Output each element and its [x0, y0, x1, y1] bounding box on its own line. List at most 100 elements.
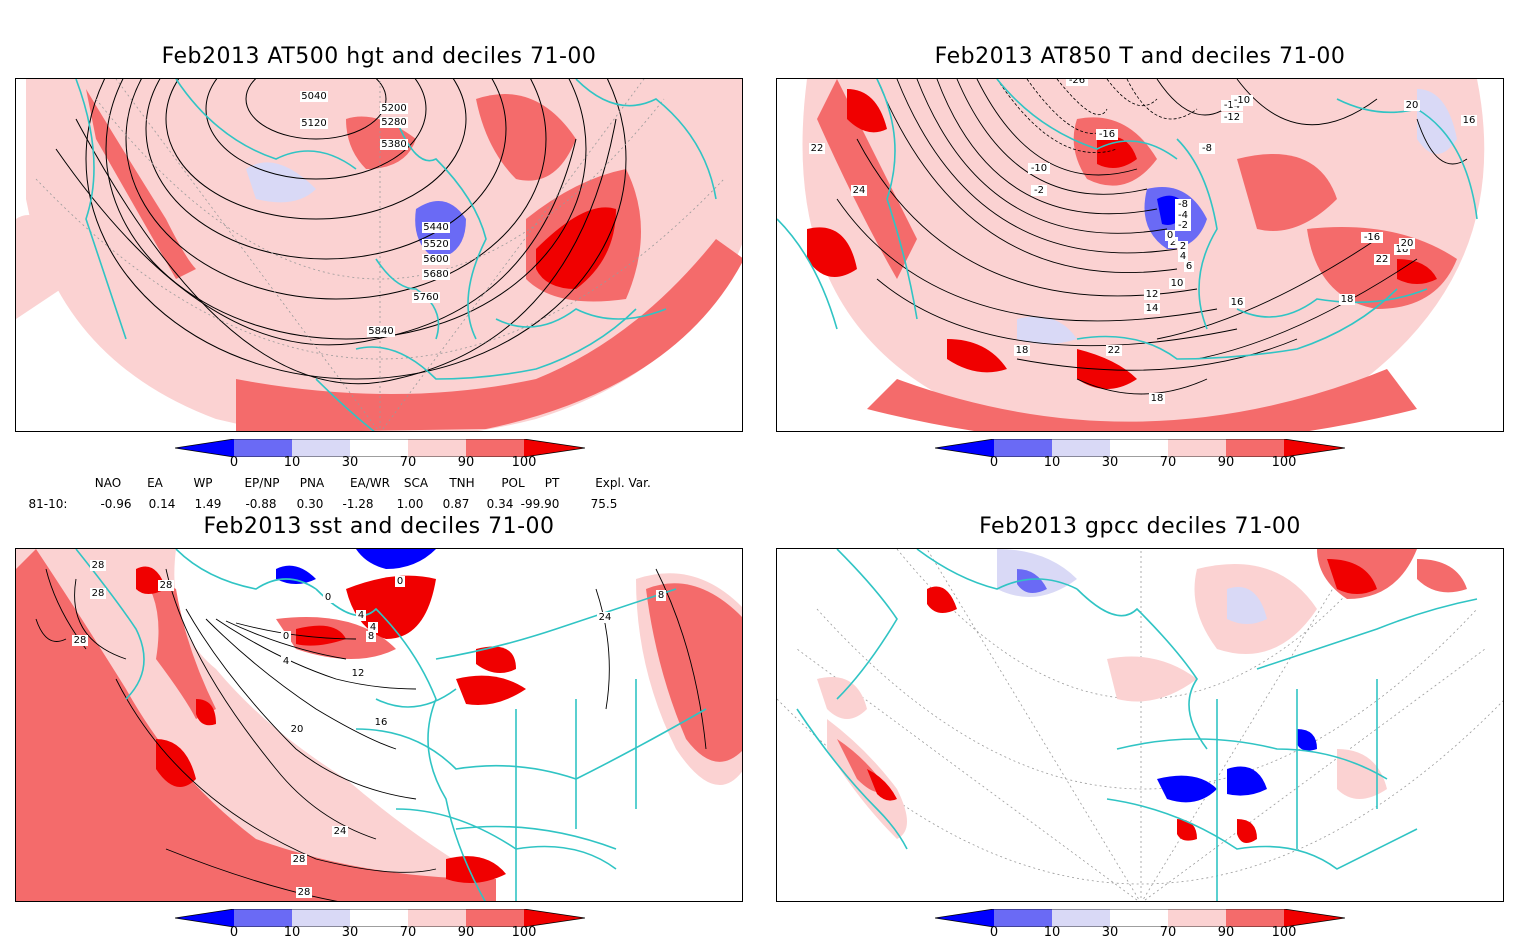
- contour-label-bg: [72, 635, 88, 646]
- contour-label: 0: [325, 592, 331, 603]
- map-panel-t850: -26-14-12-10-16-8-10-22-8-4-202461012141…: [776, 78, 1504, 432]
- contour-label-bg: [1066, 79, 1088, 86]
- index-row-label: 81-10:: [28, 497, 68, 511]
- contour-label: 8: [368, 631, 374, 642]
- colorbar-tick-label: 70: [1159, 455, 1177, 470]
- index-header: WP: [193, 476, 213, 490]
- map-panel-hgt500: 5040 5120 5200 5280 5380 5440 5520 5600 5680 5760…: [15, 78, 743, 432]
- colorbar-tick-label: 90: [457, 455, 475, 470]
- contour-label: 5520: [423, 239, 448, 250]
- contour-label: 28: [92, 588, 105, 599]
- contour-label: 12: [352, 668, 365, 679]
- map-panel-gpcc: [776, 548, 1504, 902]
- contour-label: 4: [283, 656, 289, 667]
- index-value: -0.96: [100, 497, 132, 511]
- contour-label: 28: [293, 854, 306, 865]
- index-header: SCA: [403, 476, 429, 490]
- contour-label: 8: [658, 590, 664, 601]
- index-header: NAO: [94, 476, 122, 490]
- contour-label-bg: [1165, 230, 1175, 241]
- contour-label: 5760: [413, 292, 438, 303]
- contour-label-bg: [1144, 303, 1160, 314]
- contour-label: -10: [1234, 95, 1250, 106]
- contour-label: -8: [1178, 199, 1188, 210]
- colorbar-tick-label: 100: [511, 455, 537, 470]
- index-header: PT: [544, 476, 560, 490]
- contour-label: -16: [1099, 129, 1115, 140]
- contour-label-bg: [1461, 115, 1477, 126]
- panel-title-t850: Feb2013 AT850 T and deciles 71-00: [934, 44, 1346, 69]
- index-value: 0.30: [296, 497, 324, 511]
- index-value: -0.88: [245, 497, 277, 511]
- contour-label-bg: [158, 580, 174, 591]
- contour-label-bg: [597, 612, 613, 623]
- contour-label-bg: [281, 656, 291, 667]
- panel-title-hgt500: Feb2013 AT500 hgt and deciles 71-00: [161, 44, 597, 69]
- contour-label: 0: [283, 631, 289, 642]
- contour-label-bg: [1175, 199, 1191, 210]
- contour-label-bg: [1028, 163, 1050, 174]
- contour-label-bg: [90, 560, 106, 571]
- contour-label-bg: [395, 576, 405, 587]
- contour-label: 5440: [423, 222, 448, 233]
- colorbar-tick-label: 10: [1043, 925, 1061, 940]
- index-header: TNH: [449, 476, 475, 490]
- index-header: PNA: [299, 476, 325, 490]
- contour-label: 5600: [423, 254, 448, 265]
- contour-label-bg: [1184, 261, 1194, 272]
- contour-label-bg: [373, 717, 389, 728]
- contour-label: 24: [599, 612, 612, 623]
- contour-label: -16: [1364, 232, 1380, 243]
- contour-label-bg: [1144, 289, 1160, 300]
- contour-label-bg: [323, 592, 333, 603]
- colorbar-tick-label: 10: [283, 925, 301, 940]
- contour-label: 5280: [381, 117, 406, 128]
- contour-label: -2: [1034, 185, 1044, 196]
- contour-label: 20: [1401, 238, 1414, 249]
- contour-label-bg: [380, 117, 408, 128]
- contour-label-bg: [1374, 254, 1390, 265]
- contour-label-bg: [366, 631, 376, 642]
- contour-label: 10: [1171, 278, 1184, 289]
- contour-label: 18: [1151, 393, 1164, 404]
- contour-label-bg: [422, 239, 450, 250]
- contour-label-bg: [1149, 393, 1165, 404]
- colorbar-tick-label: 90: [457, 925, 475, 940]
- colorbar-tick-label: 70: [399, 925, 417, 940]
- contour-label: 5040: [301, 91, 326, 102]
- contour-label-bg: [380, 103, 408, 114]
- index-header: Expl. Var.: [595, 476, 651, 490]
- contour-label: 5380: [381, 139, 406, 150]
- contour-label-bg: [422, 269, 450, 280]
- contour-label: 28: [298, 887, 311, 898]
- colorbar-tick-label: 30: [1101, 455, 1119, 470]
- contour-label: 20: [1406, 100, 1419, 111]
- contour-label: 5200: [381, 103, 406, 114]
- contour-label: -2: [1178, 220, 1188, 231]
- contour-label-bg: [1014, 345, 1030, 356]
- colorbar-tick-label: 0: [989, 455, 999, 470]
- colorbar-tick-label: 90: [1217, 455, 1235, 470]
- index-value: 0.14: [148, 497, 176, 511]
- colorbar-tick-label: 100: [1271, 925, 1297, 940]
- contour-label-bg: [332, 826, 348, 837]
- contour-label-bg: [281, 631, 291, 642]
- contour-label: -26: [1069, 79, 1085, 86]
- panel-title-gpcc: Feb2013 gpcc deciles 71-00: [979, 514, 1301, 539]
- index-header: EA: [147, 476, 163, 490]
- index-value: 0.87: [442, 497, 470, 511]
- colorbar-tick-label: 10: [1043, 455, 1061, 470]
- contour-label-bg: [412, 292, 440, 303]
- contour-label-bg: [296, 887, 312, 898]
- contour-label-bg: [809, 143, 825, 154]
- contour-label-bg: [1229, 297, 1245, 308]
- contour-label-bg: [1221, 112, 1243, 123]
- indices-value-row: 81-10: -0.96 0.14 1.49 -0.88 0.30 -1.28 …: [0, 497, 760, 513]
- contour-label: 24: [334, 826, 347, 837]
- map-t850: -26-14-12-10-16-8-10-22-8-4-202461012141…: [777, 79, 1503, 431]
- index-header: EA/WR: [349, 476, 391, 490]
- contour-label: 16: [1463, 115, 1476, 126]
- contour-label: 4: [1180, 251, 1186, 262]
- contour-label-bg: [1361, 232, 1383, 243]
- contour-label-bg: [1231, 95, 1253, 106]
